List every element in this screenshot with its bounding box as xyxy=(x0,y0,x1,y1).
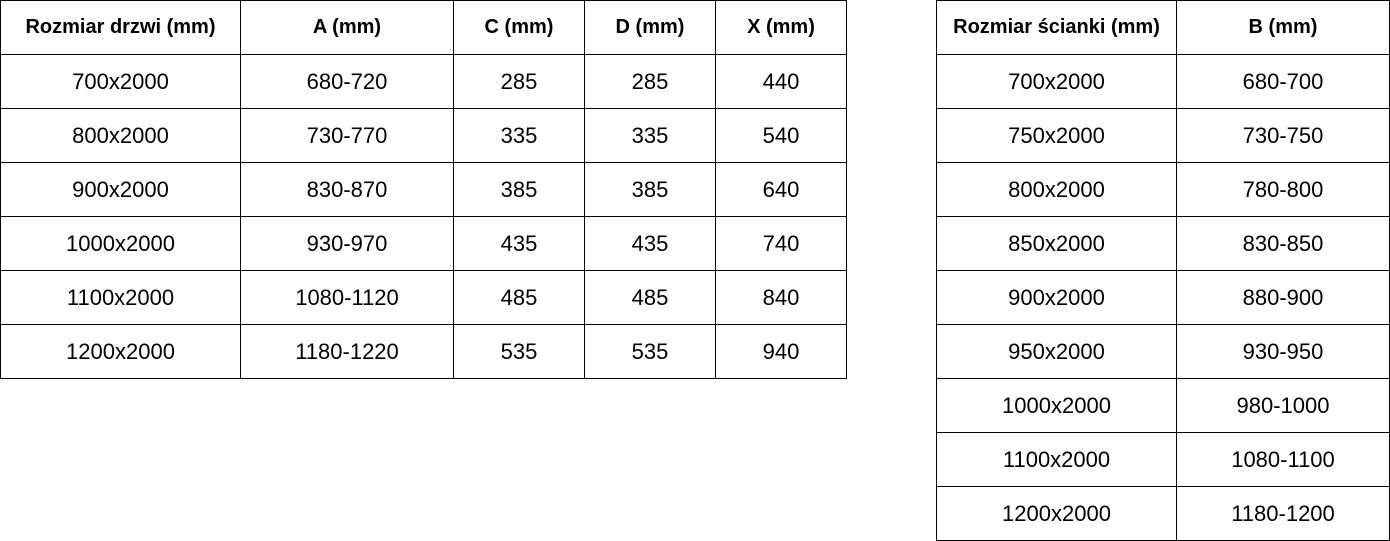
table-cell: 640 xyxy=(715,162,847,217)
table-cell: 385 xyxy=(453,162,585,217)
table-cell: 930-970 xyxy=(240,216,454,271)
table-cell: 435 xyxy=(584,216,716,271)
table-cell: 700x2000 xyxy=(936,54,1177,109)
table-cell: 930-950 xyxy=(1176,324,1390,379)
table-cell: 830-850 xyxy=(1176,216,1390,271)
table-cell: 850x2000 xyxy=(936,216,1177,271)
column-header: Rozmiar drzwi (mm) xyxy=(0,0,241,55)
table-cell: 780-800 xyxy=(1176,162,1390,217)
table-cell: 1080-1120 xyxy=(240,270,454,325)
table-cell: 1100x2000 xyxy=(936,432,1177,487)
table-cell: 1080-1100 xyxy=(1176,432,1390,487)
table-cell: 830-870 xyxy=(240,162,454,217)
table-row: 1100x2000 1080-1100 xyxy=(936,432,1390,487)
table-cell: 1000x2000 xyxy=(936,378,1177,433)
table-cell: 485 xyxy=(584,270,716,325)
table-row: 1200x2000 1180-1200 xyxy=(936,486,1390,541)
table-row: 950x2000 930-950 xyxy=(936,324,1390,379)
table-cell: 700x2000 xyxy=(0,54,241,109)
table-cell: 535 xyxy=(453,324,585,379)
table-row: 1200x2000 1180-1220 535 535 940 xyxy=(0,324,847,379)
table-row: 750x2000 730-750 xyxy=(936,108,1390,163)
table-cell: 1180-1220 xyxy=(240,324,454,379)
table-cell: 435 xyxy=(453,216,585,271)
table-cell: 680-720 xyxy=(240,54,454,109)
table-row: 800x2000 780-800 xyxy=(936,162,1390,217)
door-size-table: Rozmiar drzwi (mm) A (mm) C (mm) D (mm) X (m… xyxy=(0,0,847,379)
table-row: 900x2000 880-900 xyxy=(936,270,1390,325)
table-cell: 335 xyxy=(584,108,716,163)
table-cell: 740 xyxy=(715,216,847,271)
table-row: 900x2000 830-870 385 385 640 xyxy=(0,162,847,217)
table-row: 800x2000 730-770 335 335 540 xyxy=(0,108,847,163)
table-cell: 1000x2000 xyxy=(0,216,241,271)
table-row: 700x2000 680-720 285 285 440 xyxy=(0,54,847,109)
table-cell: 385 xyxy=(584,162,716,217)
table-cell: 730-750 xyxy=(1176,108,1390,163)
table-cell: 880-900 xyxy=(1176,270,1390,325)
table-cell: 950x2000 xyxy=(936,324,1177,379)
table-cell: 440 xyxy=(715,54,847,109)
table-cell: 1200x2000 xyxy=(936,486,1177,541)
table-cell: 285 xyxy=(584,54,716,109)
table-row: 1000x2000 930-970 435 435 740 xyxy=(0,216,847,271)
table-cell: 1200x2000 xyxy=(0,324,241,379)
column-header: C (mm) xyxy=(453,0,585,55)
table-header-row: Rozmiar drzwi (mm) A (mm) C (mm) D (mm) X (m… xyxy=(0,0,847,55)
table-cell: 485 xyxy=(453,270,585,325)
table-cell: 730-770 xyxy=(240,108,454,163)
table-cell: 680-700 xyxy=(1176,54,1390,109)
table-cell: 535 xyxy=(584,324,716,379)
column-header: Rozmiar ścianki (mm) xyxy=(936,0,1177,55)
table-cell: 900x2000 xyxy=(936,270,1177,325)
table-cell: 750x2000 xyxy=(936,108,1177,163)
table-cell: 1180-1200 xyxy=(1176,486,1390,541)
column-header: B (mm) xyxy=(1176,0,1390,55)
table-cell: 285 xyxy=(453,54,585,109)
column-header: A (mm) xyxy=(240,0,454,55)
table-cell: 800x2000 xyxy=(0,108,241,163)
wall-size-table: Rozmiar ścianki (mm) B (mm) 700x2000 680-7… xyxy=(936,0,1390,541)
column-header: D (mm) xyxy=(584,0,716,55)
table-row: 850x2000 830-850 xyxy=(936,216,1390,271)
table-row: 1000x2000 980-1000 xyxy=(936,378,1390,433)
table-cell: 335 xyxy=(453,108,585,163)
column-header: X (mm) xyxy=(715,0,847,55)
table-cell: 840 xyxy=(715,270,847,325)
table-row: 1100x2000 1080-1120 485 485 840 xyxy=(0,270,847,325)
table-cell: 800x2000 xyxy=(936,162,1177,217)
table-row: 700x2000 680-700 xyxy=(936,54,1390,109)
table-cell: 980-1000 xyxy=(1176,378,1390,433)
table-cell: 940 xyxy=(715,324,847,379)
table-cell: 1100x2000 xyxy=(0,270,241,325)
table-cell: 900x2000 xyxy=(0,162,241,217)
table-cell: 540 xyxy=(715,108,847,163)
table-header-row: Rozmiar ścianki (mm) B (mm) xyxy=(936,0,1390,55)
